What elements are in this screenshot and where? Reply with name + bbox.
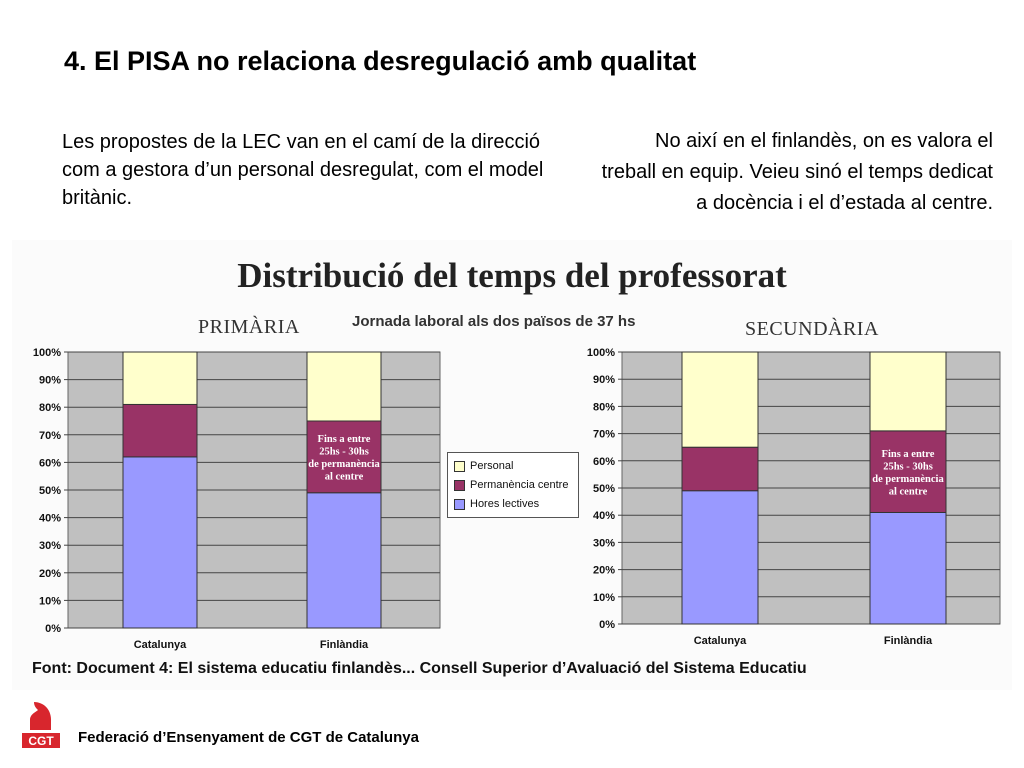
y-tick-label: 70%: [39, 430, 61, 442]
bar-segment: [681, 446, 759, 492]
legend-item-personal: Personal: [454, 460, 513, 472]
legend-item-permanencia: Permanència centre: [454, 479, 568, 491]
y-tick-label: 80%: [39, 402, 61, 414]
legend-label-personal: Personal: [470, 460, 514, 472]
slide-title: 4. El PISA no relaciona desregulació amb…: [64, 46, 697, 76]
cgt-logo-icon: CGT: [22, 702, 60, 748]
primaria-chart: 0% 10% 20% 30% 40% 50% 60% 70% 80% 90% 100% Catalun…: [33, 347, 441, 651]
secundaria-chart: 0% 10% 20% 30% 40% 50% 60% 70% 80% 90% 100% Catalun…: [587, 347, 1001, 647]
figure-subtitle: Jornada laboral als dos països de 37 hs: [352, 313, 636, 330]
logo-text: CGT: [28, 734, 54, 748]
x-category-label: Finlàndia: [320, 639, 369, 651]
bar-segment: [122, 456, 198, 629]
y-tick-label: 20%: [39, 568, 61, 580]
y-tick-label: 0%: [45, 623, 61, 635]
y-tick-label: 50%: [39, 485, 61, 497]
legend-swatch-hores: [454, 498, 465, 510]
bar-segment: [306, 492, 382, 629]
annotation-line: 25hs - 30hs: [319, 447, 369, 458]
annotation-line: Fins a entre: [318, 434, 371, 445]
y-tick-label: 10%: [593, 592, 615, 604]
annotation-line: de permanència: [308, 459, 380, 470]
annotation-line: de permanència: [872, 474, 944, 485]
y-tick-label: 100%: [33, 347, 61, 359]
y-tick-label: 40%: [39, 513, 61, 525]
bar-segment: [122, 403, 198, 458]
legend-item-hores: Hores lectives: [454, 498, 539, 510]
y-tick-label: 90%: [593, 374, 615, 386]
annotation-line: al centre: [325, 472, 364, 483]
bar-segment: [306, 351, 382, 422]
chart-legend: Personal Permanència centre Hores lectiv…: [447, 452, 579, 518]
y-tick-label: 20%: [593, 565, 615, 577]
y-tick-label: 30%: [593, 537, 615, 549]
bar-segment: [306, 420, 382, 494]
primaria-chart-title: PRIMÀRIA: [198, 316, 300, 338]
x-category-label: Catalunya: [694, 635, 747, 647]
y-tick-label: 10%: [39, 595, 61, 607]
right-text-block: No així en el finlandès, on es valora el…: [601, 130, 993, 214]
y-tick-label: 70%: [593, 429, 615, 441]
y-tick-label: 90%: [39, 375, 61, 387]
y-tick-label: 80%: [593, 401, 615, 413]
bar-segment: [681, 490, 759, 625]
bar-segment: [122, 351, 198, 405]
annotation-line: al centre: [889, 486, 928, 497]
y-tick-label: 50%: [593, 483, 615, 495]
bar-segment: [869, 430, 947, 513]
left-text-block: Les propostes de la LEC van en el camí d…: [62, 131, 544, 209]
annotation-line: Fins a entre: [882, 449, 935, 460]
secundaria-chart-title: SECUNDÀRIA: [745, 318, 879, 340]
chart-figure: Distribució del temps del professorat Jo…: [12, 240, 1012, 690]
y-tick-label: 30%: [39, 540, 61, 552]
figure-title: Distribució del temps del professorat: [237, 256, 787, 295]
legend-label-permanencia: Permanència centre: [470, 479, 569, 491]
bar-segment: [869, 511, 947, 625]
legend-label-hores: Hores lectives: [470, 498, 540, 510]
x-category-label: Catalunya: [134, 639, 187, 651]
footer-text: Federació d’Ensenyament de CGT de Catalu…: [78, 729, 419, 746]
figure-source: Font: Document 4: El sistema educatiu fi…: [32, 660, 807, 677]
y-tick-label: 60%: [39, 457, 61, 469]
y-tick-label: 100%: [587, 347, 615, 359]
y-tick-label: 40%: [593, 510, 615, 522]
y-tick-label: 0%: [599, 619, 615, 631]
bar-segment: [681, 351, 759, 448]
x-category-label: Finlàndia: [884, 635, 933, 647]
annotation-line: 25hs - 30hs: [883, 461, 933, 472]
legend-swatch-permanencia: [454, 479, 465, 491]
y-tick-label: 60%: [593, 456, 615, 468]
bar-segment: [869, 351, 947, 432]
legend-swatch-personal: [454, 460, 465, 472]
